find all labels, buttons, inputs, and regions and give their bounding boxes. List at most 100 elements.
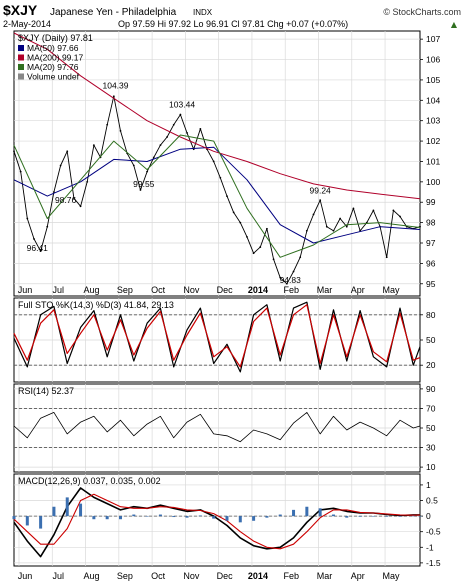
price-title: $XJY (Daily) 97.81	[18, 33, 93, 43]
price-point	[312, 213, 315, 216]
price-point	[279, 276, 282, 279]
price-point	[66, 150, 69, 153]
price-x-tick-label: Apr	[351, 285, 365, 295]
price-annotation: 96.41	[27, 243, 49, 253]
price-point	[219, 176, 222, 179]
macd-histogram-bar	[25, 516, 29, 526]
price-point	[13, 150, 15, 153]
price-ytick-label: 106	[426, 55, 440, 65]
macd-histogram-bar	[12, 516, 16, 520]
x-tick-label: 2014	[248, 571, 268, 581]
macd-histogram-bar	[411, 515, 415, 517]
price-point	[119, 129, 122, 132]
rsi-ytick-label: 30	[426, 443, 436, 453]
price-point	[186, 132, 188, 134]
macd-histogram-bar	[318, 508, 322, 517]
price-x-tick-label: Nov	[183, 285, 200, 295]
price-point	[292, 270, 295, 273]
price-point	[339, 217, 342, 220]
rsi-ytick-label: 90	[426, 384, 436, 394]
macd-histogram-bar	[345, 516, 349, 518]
watermark: © StockCharts.com	[383, 7, 461, 17]
macd-ytick-label: 0.5	[426, 496, 438, 506]
price-point	[299, 256, 302, 259]
price-x-tick-label: Aug	[84, 285, 100, 295]
macd-histogram-bar	[358, 516, 362, 517]
price-x-tick-label: 2014	[248, 285, 268, 295]
price-x-tick-label: Jul	[53, 285, 65, 295]
macd-series-signal	[13, 493, 421, 550]
price-point	[146, 170, 149, 173]
x-tick-label: Oct	[151, 571, 166, 581]
macd-histogram-bar	[65, 497, 69, 517]
price-x-tick-label: Sep	[117, 285, 133, 295]
price-point	[239, 221, 242, 224]
price-point	[232, 211, 235, 214]
macd-histogram-bar	[331, 514, 335, 517]
macd-histogram-bar	[145, 516, 149, 517]
stochastic-ytick-label: 80	[426, 310, 436, 320]
price-series-ma20	[13, 134, 421, 258]
macd-histogram-bar	[118, 516, 122, 520]
price-ytick-label: 102	[426, 136, 440, 146]
price-point	[79, 205, 82, 208]
price-point	[285, 282, 288, 285]
exchange-label: INDX	[193, 8, 213, 17]
price-annotation: 99.24	[310, 185, 332, 195]
price-annotation: 104.39	[103, 80, 129, 90]
price-point	[159, 144, 162, 147]
macd-histogram-bar	[225, 516, 229, 521]
x-tick-label: Aug	[84, 571, 100, 581]
price-x-tick-label: Jun	[18, 285, 33, 295]
price-ytick-label: 98	[426, 218, 436, 228]
macd-ytick-label: -1	[426, 542, 434, 552]
price-point	[352, 207, 355, 210]
price-point	[226, 195, 228, 198]
price-point	[166, 136, 168, 138]
price-x-tick-label: Oct	[151, 285, 166, 295]
legend-entry: MA(50) 97.66	[27, 43, 79, 53]
x-axis: Jun Jul Aug Sep Oct Nov Dec 2014 Feb Mar Apr May Jun…	[18, 285, 400, 581]
price-ytick-label: 100	[426, 177, 440, 187]
price-point	[112, 95, 115, 98]
legend-swatch	[18, 54, 24, 61]
date-label: 2-May-2014	[3, 19, 51, 29]
price-x-tick-label: Mar	[317, 285, 333, 295]
price-point	[19, 170, 22, 173]
price-point	[325, 225, 328, 228]
stochastic-title: Full STO %K(14,3) %D(3) 41.84, 29.13	[18, 300, 174, 310]
macd-histogram-bar	[371, 516, 375, 517]
price-x-tick-label: May	[383, 285, 401, 295]
price-ytick-label: 96	[426, 258, 436, 268]
rsi-title: RSI(14) 52.37	[18, 386, 74, 396]
price-point	[46, 225, 49, 228]
stochastic-panel: 20 50 80 Full STO %K(14,3) %D(3) 41.84, 29.…	[13, 297, 436, 383]
legend-entry: MA(200) 99.17	[27, 53, 83, 63]
price-x-tick-label: Feb	[283, 285, 299, 295]
macd-histogram-bar	[198, 515, 202, 517]
macd-frame	[13, 473, 421, 567]
x-tick-label: Jul	[53, 571, 65, 581]
price-point	[59, 164, 62, 167]
price-point	[332, 229, 335, 232]
x-tick-label: Apr	[351, 571, 365, 581]
price-point	[319, 199, 322, 202]
macd-histogram-bar	[212, 516, 216, 519]
macd-histogram-bar	[305, 506, 309, 517]
macd-panel: -1.5 -1 -0.5 0 0.5 1 MACD(12,26,9) 0.037, 0.03…	[12, 473, 441, 568]
macd-histogram-bar	[92, 516, 96, 520]
price-series-xjy	[13, 95, 421, 285]
price-annotation: 103.44	[169, 100, 195, 110]
stochastic-ytick-label: 50	[426, 335, 436, 345]
price-point	[199, 127, 202, 130]
macd-histogram-bar	[79, 503, 83, 517]
price-point	[212, 160, 215, 163]
legend-swatch	[18, 45, 24, 51]
stochastic-ytick-label: 20	[426, 360, 436, 370]
price-ytick-label: 104	[426, 95, 440, 105]
price-point	[252, 252, 255, 255]
legend-swatch	[18, 73, 24, 80]
macd-histogram-bar	[385, 516, 389, 517]
price-point	[259, 246, 262, 248]
